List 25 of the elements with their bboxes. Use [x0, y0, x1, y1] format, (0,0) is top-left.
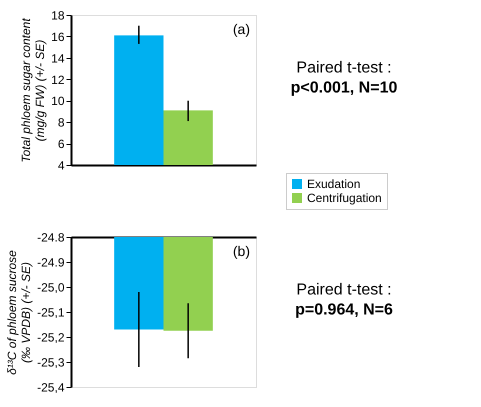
legend-label: Exudation	[307, 177, 360, 191]
y-tick-label: 8	[58, 116, 65, 130]
legend-label: Centrifugation	[307, 191, 382, 205]
annotation: (b)	[232, 243, 250, 259]
y-tick-label: 10	[51, 94, 65, 108]
y-tick-label: 16	[51, 30, 65, 44]
y-axis-title: δ¹³C of phloem sucrose (‰ VPDB) (+/- SE)	[5, 250, 34, 375]
y-axis-title: Total phloem sugar content (mg/g FW) (+/- SE)	[19, 18, 48, 163]
y-tick-label: -25,3	[37, 356, 65, 370]
y-tick-label: 4	[58, 158, 65, 172]
text: p=0.964, N=6	[295, 302, 394, 318]
y-tick-label: 6	[58, 137, 65, 152]
y-tick-label: -24.8	[37, 230, 65, 244]
text: p<0.001, N=10	[290, 80, 398, 96]
y-tick-label: 18	[51, 8, 65, 22]
text: Paired t-test :	[296, 282, 392, 298]
y-tick-label: -24.9	[37, 256, 65, 270]
y-tick-label: 12	[51, 72, 65, 87]
y-tick-label: 14	[51, 51, 65, 66]
text: Paired t-test :	[296, 60, 392, 76]
y-tick-label: -25,1	[37, 306, 65, 320]
y-tick-label: -25,4	[37, 380, 65, 394]
annotation: (a)	[232, 21, 250, 37]
y-tick-label: -25,2	[37, 330, 65, 344]
y-tick-label: -25,0	[37, 280, 65, 294]
